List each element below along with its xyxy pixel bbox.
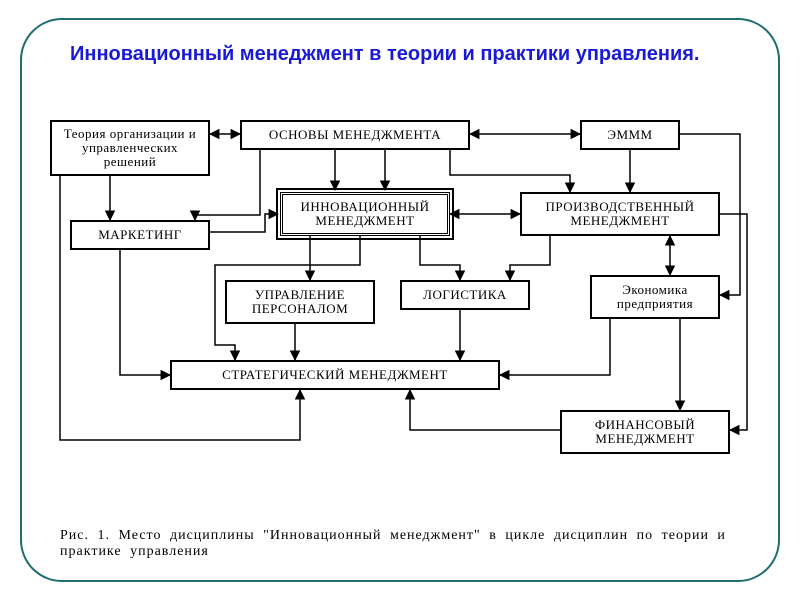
node-hr: УПРАВЛЕНИЕ ПЕРСОНАЛОМ bbox=[225, 280, 375, 324]
node-logistics: ЛОГИСТИКА bbox=[400, 280, 530, 310]
edge-prod-logistics bbox=[510, 236, 550, 280]
node-finance: ФИНАНСОВЫЙ МЕНЕДЖМЕНТ bbox=[560, 410, 730, 454]
diagram-area: Теория организации и управленческих реше… bbox=[50, 120, 750, 520]
edge-marketing-innov bbox=[210, 214, 278, 232]
node-theory: Теория организации и управленческих реше… bbox=[50, 120, 210, 176]
slide: Инновационный менеджмент в теории и прак… bbox=[0, 0, 800, 600]
figure-caption: Рис. 1. Место дисциплины "Инновационный … bbox=[60, 528, 740, 560]
slide-title: Инновационный менеджмент в теории и прак… bbox=[70, 42, 710, 67]
node-emmm: ЭМММ bbox=[580, 120, 680, 150]
node-basics: ОСНОВЫ МЕНЕДЖМЕНТА bbox=[240, 120, 470, 150]
edge-basics-prod bbox=[450, 150, 570, 192]
node-strategic: СТРАТЕГИЧЕСКИЙ МЕНЕДЖМЕНТ bbox=[170, 360, 500, 390]
edge-econ-strategic bbox=[500, 319, 610, 375]
node-econ: Экономика предприятия bbox=[590, 275, 720, 319]
edge-marketing-strategic bbox=[120, 250, 170, 375]
node-prod: ПРОИЗВОДСТВЕННЫЙ МЕНЕДЖМЕНТ bbox=[520, 192, 720, 236]
edges-layer bbox=[50, 120, 750, 520]
edge-innov-logistics bbox=[420, 236, 460, 280]
edge-finance-strategic bbox=[410, 390, 560, 430]
node-marketing: МАРКЕТИНГ bbox=[70, 220, 210, 250]
edge-prod-finance bbox=[720, 214, 747, 430]
node-innov: ИННОВАЦИОННЫЙ МЕНЕДЖМЕНТ bbox=[280, 192, 450, 236]
